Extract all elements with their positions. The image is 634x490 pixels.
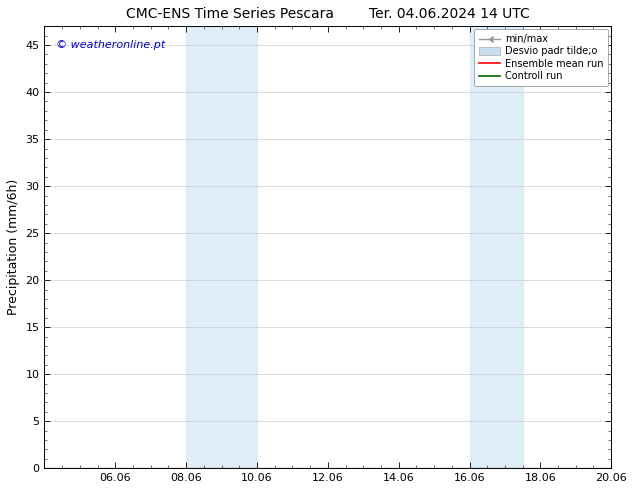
Legend: min/max, Desvio padr tilde;o, Ensemble mean run, Controll run: min/max, Desvio padr tilde;o, Ensemble m… — [474, 29, 608, 86]
Bar — [470, 26, 522, 468]
Bar — [186, 26, 257, 468]
Title: CMC-ENS Time Series Pescara        Ter. 04.06.2024 14 UTC: CMC-ENS Time Series Pescara Ter. 04.06.2… — [126, 7, 530, 21]
Text: © weatheronline.pt: © weatheronline.pt — [56, 40, 165, 49]
Y-axis label: Precipitation (mm/6h): Precipitation (mm/6h) — [7, 179, 20, 316]
